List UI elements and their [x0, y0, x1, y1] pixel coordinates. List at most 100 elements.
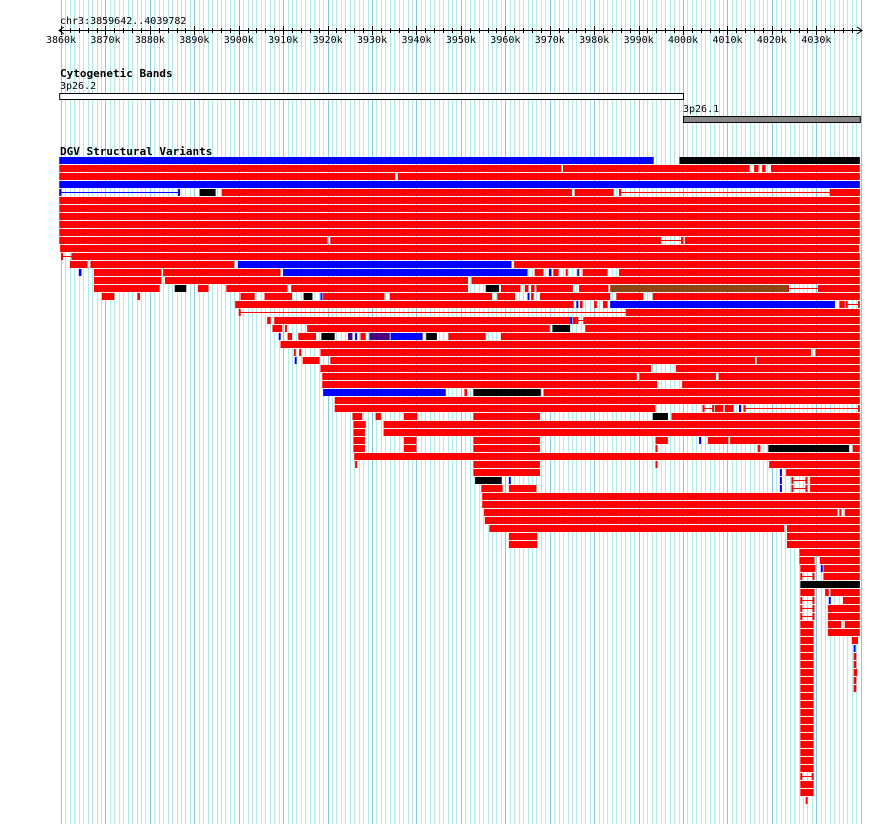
sv-feature-gain: [820, 565, 823, 572]
cytoband-track[interactable]: [0, 0, 890, 130]
sv-feature-loss: [800, 765, 814, 772]
sv-endcap: [659, 237, 662, 244]
sv-feature-gain: [548, 269, 552, 276]
sv-feature-gain: [699, 437, 702, 444]
sv-feature-loss: [827, 605, 860, 612]
sv-feature-loss: [756, 357, 860, 364]
sv-feature-loss: [464, 389, 468, 396]
sv-endcap: [576, 317, 579, 324]
sv-feature-loss: [594, 301, 597, 308]
sv-feature-loss: [851, 637, 859, 644]
sv-feature-complex: [426, 333, 437, 340]
sv-feature-gain: [779, 485, 782, 492]
sv-feature-gain: [237, 261, 512, 268]
sv-feature-loss: [353, 445, 365, 452]
ruler-tick-label: 3870k: [90, 35, 121, 46]
sv-feature-loss: [389, 293, 492, 300]
sv-feature-loss: [497, 293, 516, 300]
sv-feature-loss: [815, 349, 860, 356]
sv-feature-loss: [655, 461, 658, 468]
sv-feature-loss: [565, 269, 568, 276]
ruler-tick-label: 3980k: [579, 35, 610, 46]
sv-feature-loss: [800, 637, 814, 644]
sv-feature-loss: [93, 285, 160, 292]
sv-feature-loss: [786, 541, 860, 548]
sv-feature-loss: [473, 445, 540, 452]
sv-feature-loss: [800, 789, 814, 796]
sv-feature-loss: [508, 533, 538, 540]
cytoband-track-title: Cytogenetic Bands: [60, 67, 173, 80]
sv-feature-loss: [682, 381, 860, 388]
sv-endcap: [786, 285, 789, 292]
sv-feature-loss: [829, 189, 860, 196]
sv-feature-loss: [715, 405, 724, 412]
ruler-tick-label: 4020k: [756, 35, 787, 46]
sv-endcap: [811, 773, 814, 780]
sv-feature-loss: [800, 661, 814, 668]
sv-feature-loss: [603, 301, 608, 308]
ruler-tick-label: 3990k: [623, 35, 654, 46]
sv-feature-loss: [403, 413, 418, 420]
sv-endcap: [800, 605, 803, 612]
sv-feature-loss: [730, 437, 860, 444]
sv-endcap: [817, 285, 820, 292]
sv-feature-loss: [403, 437, 417, 444]
sv-feature-loss: [264, 293, 293, 300]
sv-feature-complex: [473, 389, 541, 396]
sv-endcap: [59, 189, 62, 196]
sv-feature-loss: [800, 757, 814, 764]
sv-feature-loss: [473, 469, 540, 476]
sv-feature-loss: [59, 213, 860, 220]
sv-feature-loss: [226, 285, 288, 292]
sv-feature-loss: [655, 437, 668, 444]
sv-endcap: [845, 301, 848, 308]
sv-feature-loss: [800, 677, 814, 684]
sv-feature-loss: [810, 477, 860, 484]
sv-endcap: [681, 237, 684, 244]
ruler-tick-label: 3900k: [223, 35, 254, 46]
sv-feature-loss: [240, 293, 255, 300]
sv-feature-loss: [800, 701, 814, 708]
sv-feature-loss: [334, 397, 860, 404]
sv-feature-loss: [853, 677, 857, 684]
sv-feature-gain: [853, 645, 856, 652]
sv-endcap: [812, 597, 815, 604]
sv-feature-loss: [59, 173, 396, 180]
sv-feature-loss: [572, 317, 577, 324]
sv-feature-loss: [302, 357, 320, 364]
sv-feature-loss: [137, 293, 141, 300]
sv-feature-gain: [610, 301, 835, 308]
sv-feature-complex: [199, 189, 216, 196]
sv-endcap: [791, 485, 794, 492]
sv-feature-loss: [59, 229, 860, 236]
sv-feature-loss: [707, 437, 729, 444]
sv-feature-loss: [284, 325, 287, 332]
sv-endcap: [743, 405, 746, 412]
ruler[interactable]: chr3:3859642..4039782 3860k 3870k 3880k 389…: [0, 0, 890, 50]
sv-feature-loss: [619, 269, 860, 276]
sv-feature-loss: [852, 445, 860, 452]
sv-feature-loss: [675, 365, 860, 372]
sv-feature-loss: [287, 333, 293, 340]
sv-feature-loss: [59, 197, 860, 204]
sv-feature-loss: [375, 413, 381, 420]
sv-feature-loss: [484, 517, 860, 524]
sv-feature-loss: [563, 165, 750, 172]
sv-endcap: [857, 301, 860, 308]
sv-feature-loss: [353, 429, 365, 436]
sv-feature-loss: [101, 293, 115, 300]
ruler-tick-label: 4030k: [801, 35, 832, 46]
sv-feature-loss: [534, 269, 544, 276]
sv-feature-loss: [800, 653, 814, 660]
sv-feature-loss: [90, 261, 235, 268]
sv-feature-gain: [283, 269, 528, 276]
sv-endcap: [857, 405, 860, 412]
sv-feature-loss: [582, 269, 608, 276]
sv-feature-loss: [93, 277, 162, 284]
sv-feature-loss: [360, 333, 366, 340]
sv-feature-loss: [383, 429, 860, 436]
cytoband-3p26-1: [683, 116, 861, 123]
sv-feature-loss: [800, 565, 816, 572]
sv-feature-loss: [539, 293, 611, 300]
